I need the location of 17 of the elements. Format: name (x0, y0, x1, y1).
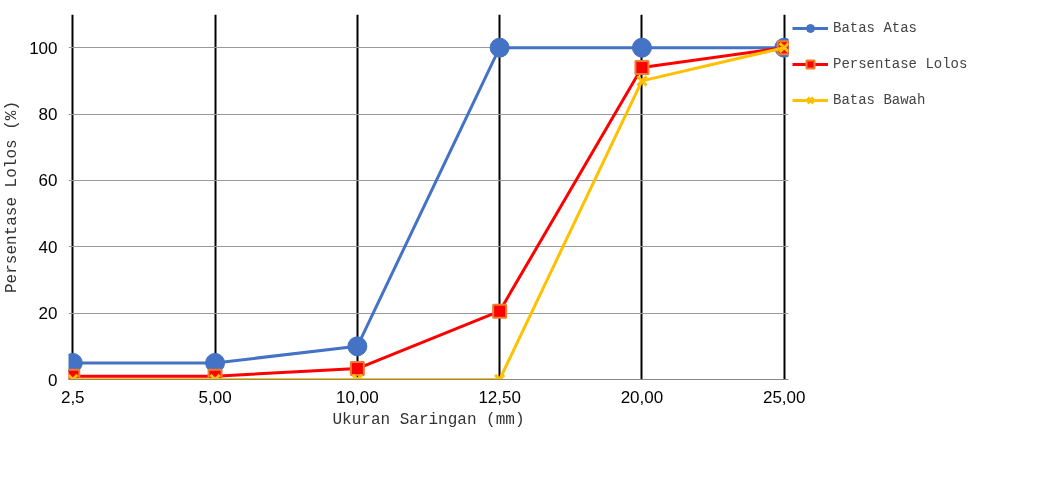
x-tick-label: 20,00 (620, 387, 664, 407)
legend-label: Batas Atas (833, 20, 918, 36)
x-tick-label: 10,00 (336, 387, 379, 407)
legend-label: Persentase Lolos (833, 56, 968, 72)
y-tick-label: 20 (38, 304, 58, 324)
legend-label: Batas Bawah (833, 92, 926, 108)
y-tick-label: 40 (38, 237, 58, 257)
y-axis-title: Persentase Lolos (%) (3, 100, 22, 294)
x-tick-label: 25,00 (762, 387, 806, 407)
y-tick-label: 60 (38, 171, 58, 191)
x-tick-label: 2,5 (60, 387, 85, 407)
y-tick-label: 0 (48, 370, 58, 390)
x-tick-label: 5,00 (198, 387, 232, 407)
y-tick-label: 80 (38, 105, 58, 125)
y-tick-label: 100 (29, 38, 58, 58)
x-axis-title: Ukuran Saringan (mm) (332, 410, 525, 429)
x-tick-label: 12,50 (478, 387, 521, 407)
